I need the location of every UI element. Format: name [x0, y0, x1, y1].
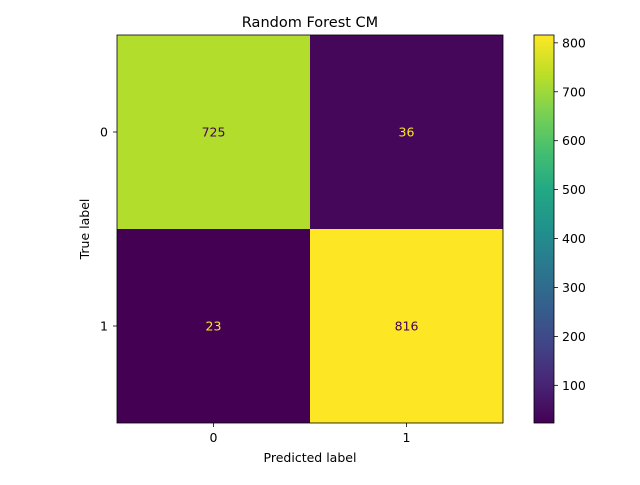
x-tick-label: 0 — [210, 430, 218, 445]
colorbar-tick-label: 600 — [562, 133, 586, 148]
x-tick-label: 1 — [403, 430, 411, 445]
y-ticks: 01 — [100, 125, 117, 334]
cell-value-label: 816 — [395, 319, 419, 334]
y-tick-label: 1 — [100, 319, 108, 334]
plot-frame — [116, 34, 504, 424]
matrix-cell — [310, 35, 503, 229]
colorbar — [533, 34, 555, 424]
colorbar-tick-label: 800 — [562, 35, 586, 50]
matrix-cell — [117, 229, 310, 423]
colorbar-tick-label: 700 — [562, 84, 586, 99]
y-axis-label: True label — [77, 199, 92, 261]
matrix-cells: 725 36 23 816 — [117, 35, 503, 423]
y-tick-label: 0 — [100, 125, 108, 140]
matrix-cell — [117, 35, 310, 229]
colorbar-tick-label: 400 — [562, 231, 586, 246]
cell-value-label: 36 — [399, 125, 415, 140]
colorbar-ticks: 100 200 300 400 500 600 700 800 — [554, 35, 586, 393]
chart-title: Random Forest CM — [242, 15, 378, 31]
matrix-cell — [310, 229, 503, 423]
colorbar-tick-label: 500 — [562, 182, 586, 197]
colorbar-tick-label: 100 — [562, 378, 586, 393]
x-axis-label: Predicted label — [264, 450, 357, 465]
cell-value-label: 725 — [202, 125, 226, 140]
colorbar-tick-label: 300 — [562, 280, 586, 295]
cell-value-label: 23 — [206, 319, 222, 334]
colorbar-tick-label: 200 — [562, 329, 586, 344]
